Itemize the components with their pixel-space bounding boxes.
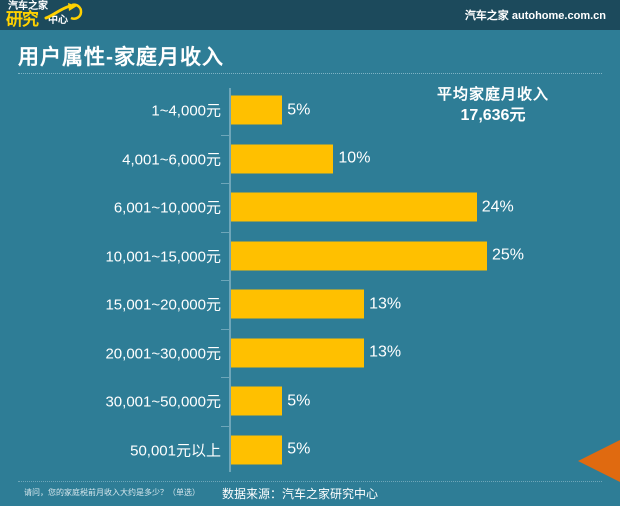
brand-url-text: 汽车之家 autohome.com.cn bbox=[464, 10, 606, 22]
bar-value-label: 24% bbox=[481, 198, 514, 216]
bar-chart: 1~4,000元 5% 4,001~6,000元 10% 6,001~10,000元 24… bbox=[0, 86, 620, 474]
chart-row: 15,001~20,000元 13% bbox=[0, 280, 620, 330]
footer-divider bbox=[18, 481, 602, 482]
bar-group: 13% bbox=[231, 289, 402, 319]
chart-row: 10,001~15,000元 25% bbox=[0, 232, 620, 281]
bar bbox=[231, 338, 365, 368]
bar bbox=[231, 386, 283, 416]
bar bbox=[231, 241, 487, 271]
bar-group: 13% bbox=[231, 338, 402, 368]
bar-value-label: 5% bbox=[287, 440, 311, 458]
survey-question-text: 请问，您的家庭税前月收入大约是多少？（单选） bbox=[24, 488, 200, 497]
page-title: 用户属性-家庭月收入 bbox=[18, 46, 224, 69]
chart-row: 4,001~6,000元 10% bbox=[0, 135, 620, 184]
axis-tick bbox=[221, 134, 229, 136]
bar-value-label: 13% bbox=[369, 343, 402, 361]
bar bbox=[231, 289, 365, 319]
chart-row: 20,001~30,000元 13% bbox=[0, 329, 620, 378]
bar bbox=[231, 435, 283, 465]
bar-group: 24% bbox=[231, 192, 514, 222]
bar-group: 10% bbox=[231, 144, 371, 174]
bar-group: 25% bbox=[231, 241, 525, 271]
category-label: 30,001~50,000元 bbox=[105, 393, 221, 411]
autohome-research-logo: 汽车之家 研究 中心 bbox=[4, 0, 164, 30]
axis-tick bbox=[221, 328, 229, 330]
bar-value-label: 5% bbox=[287, 101, 311, 119]
logo-text-autohome: 汽车之家 bbox=[8, 1, 48, 12]
average-label: 平均家庭月收入 bbox=[436, 86, 549, 103]
bar bbox=[231, 192, 477, 222]
chart-row: 6,001~10,000元 24% bbox=[0, 183, 620, 233]
average-value: 17,636元 bbox=[460, 107, 526, 124]
top-header-bar: 汽车之家 研究 中心 汽车之家 autohome.com.cn bbox=[0, 0, 620, 30]
axis-tick bbox=[221, 425, 229, 427]
axis-tick bbox=[221, 231, 229, 233]
orange-triangle-arrow-icon bbox=[578, 440, 620, 482]
chart-rows: 1~4,000元 5% 4,001~6,000元 10% 6,001~10,000元 24… bbox=[0, 86, 620, 474]
bar-value-label: 5% bbox=[287, 392, 311, 410]
bar-group: 5% bbox=[231, 95, 311, 125]
title-divider bbox=[18, 73, 602, 74]
axis-tick bbox=[221, 183, 229, 184]
bar-group: 5% bbox=[231, 386, 311, 416]
data-source-text: 数据来源：汽车之家研究中心 bbox=[222, 487, 379, 501]
bar-value-label: 13% bbox=[369, 295, 402, 313]
swoosh-arrow-icon bbox=[44, 3, 83, 20]
bar bbox=[231, 144, 334, 174]
category-label: 10,001~15,000元 bbox=[105, 248, 221, 266]
category-label: 4,001~6,000元 bbox=[122, 151, 221, 169]
category-label: 1~4,000元 bbox=[151, 102, 221, 120]
category-label: 50,001元以上 bbox=[130, 442, 221, 460]
category-label: 6,001~10,000元 bbox=[113, 199, 221, 217]
bar-group: 5% bbox=[231, 435, 311, 465]
chart-row: 50,001元以上 5% bbox=[0, 426, 620, 475]
chart-row: 30,001~50,000元 5% bbox=[0, 377, 620, 427]
bar-value-label: 25% bbox=[492, 246, 525, 264]
bar bbox=[231, 95, 283, 125]
logo-text-research: 研究 bbox=[6, 10, 39, 29]
category-label: 15,001~20,000元 bbox=[105, 296, 221, 314]
average-callout: 平均家庭月收入 17,636元 bbox=[378, 84, 608, 127]
bar-value-label: 10% bbox=[338, 149, 371, 167]
category-label: 20,001~30,000元 bbox=[105, 345, 221, 363]
axis-tick bbox=[221, 377, 229, 378]
chart-axis-line bbox=[229, 88, 231, 472]
axis-tick bbox=[221, 280, 229, 281]
logo-text-center: 中心 bbox=[48, 15, 68, 26]
chart-row: 1~4,000元 5% bbox=[0, 86, 620, 136]
